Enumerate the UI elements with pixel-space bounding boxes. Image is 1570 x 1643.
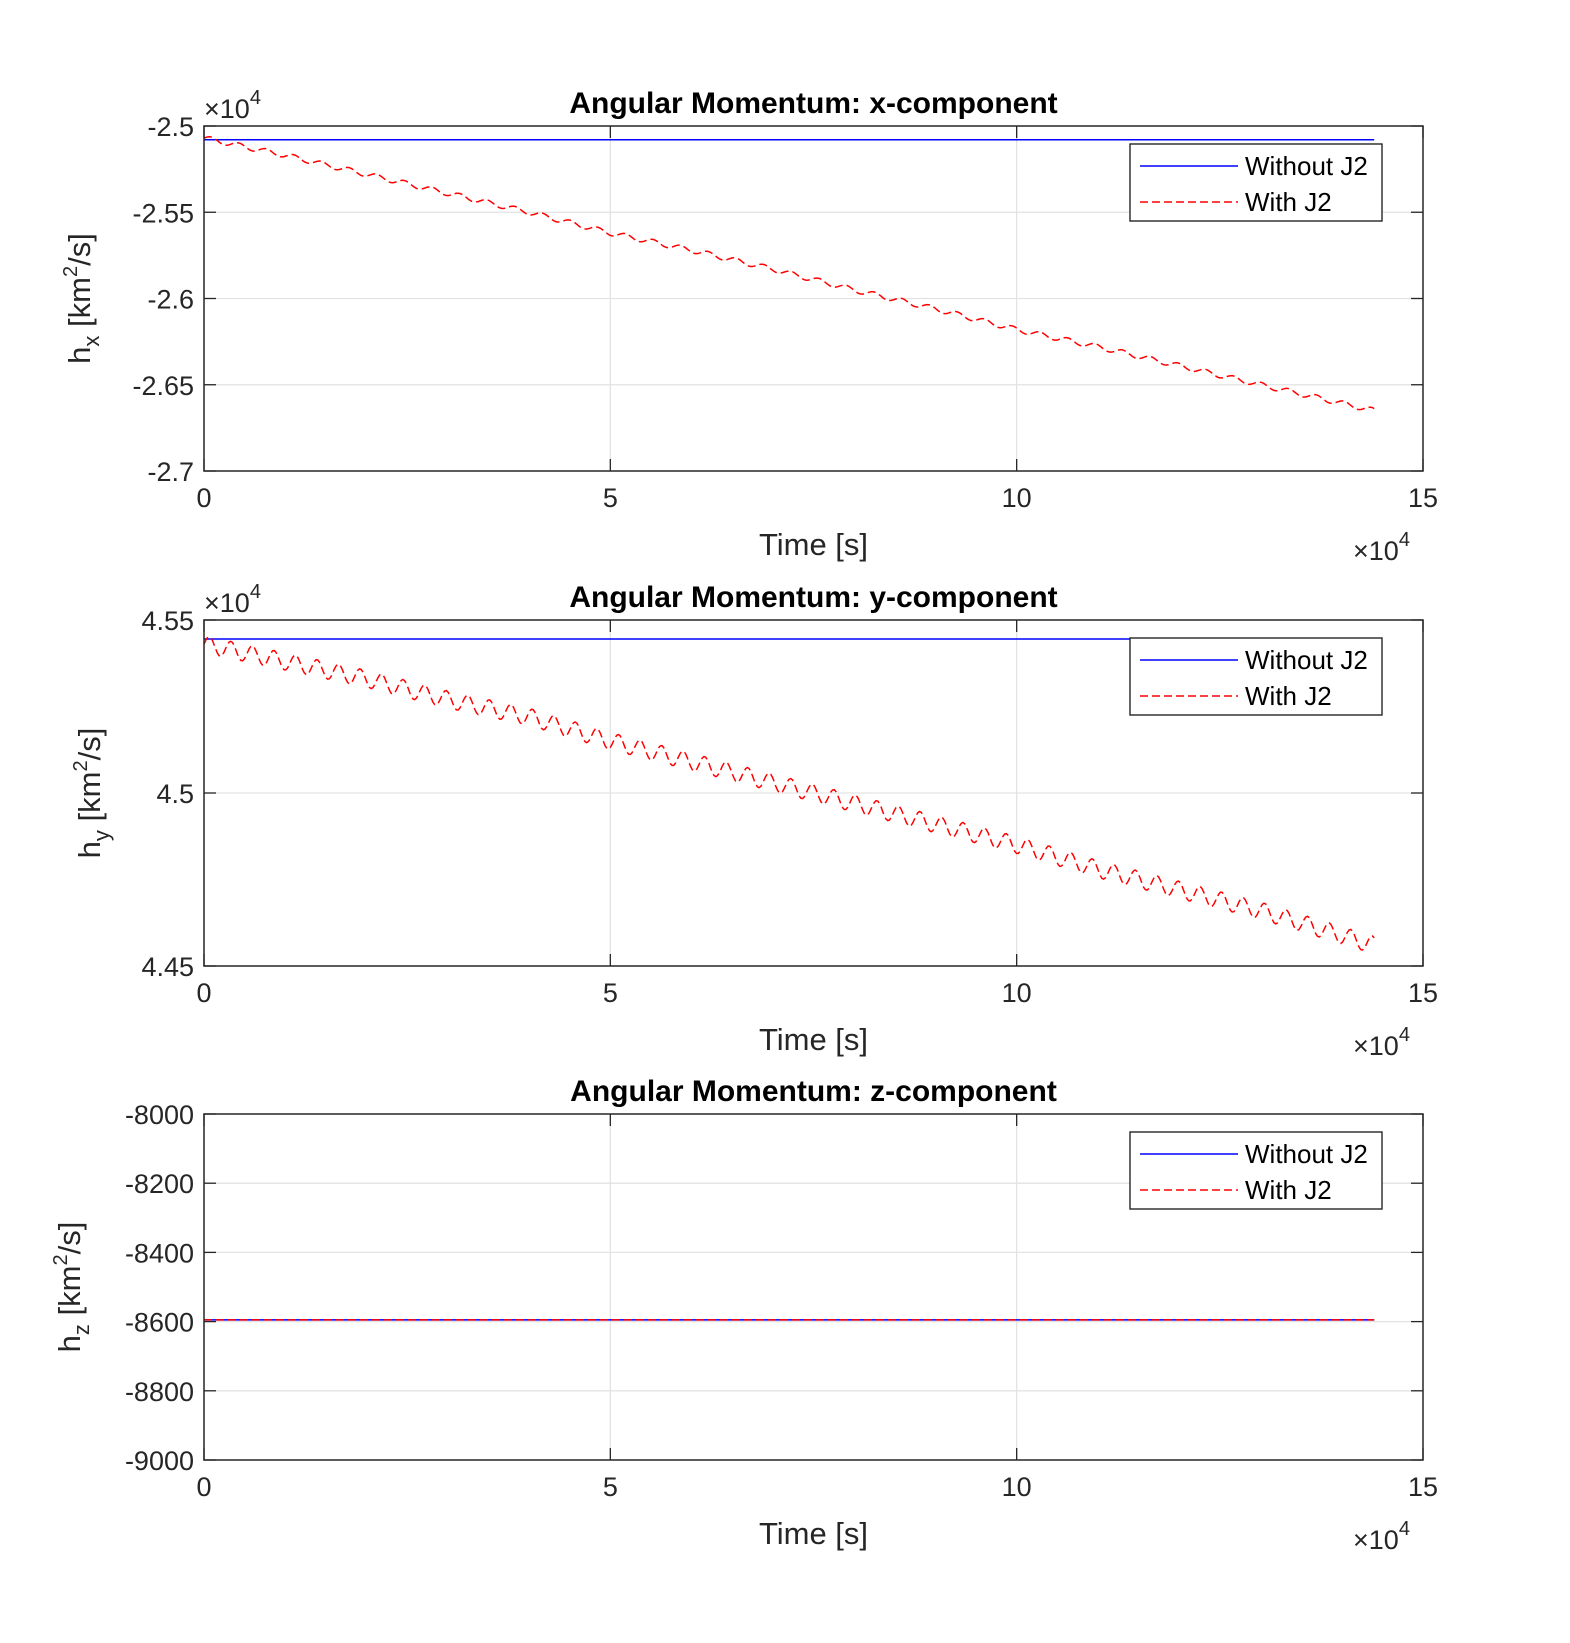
x-tick-label: 0 (196, 483, 211, 513)
y-tick-label: 4.5 (156, 779, 194, 809)
chart-title: Angular Momentum: x-component (569, 87, 1057, 120)
y-multiplier-base: ×10 (204, 588, 250, 618)
legend: Without J2 With J2 (1129, 143, 1383, 222)
x-axis-label: Time [s] (759, 1022, 868, 1057)
x-tick-label: 0 (196, 1472, 211, 1502)
x-multiplier-base: ×10 (1353, 1525, 1399, 1555)
y-tick-label: -9000 (125, 1446, 194, 1476)
y-axis-multiplier: ×104 (204, 87, 261, 124)
y-label-main: h (72, 841, 107, 858)
series-line-with-j2 (203, 635, 1375, 951)
y-tick-label: 4.55 (141, 606, 194, 636)
chart-panel-1: 0 5 10 15 -2.7 -2.65 -2.6 -2.55 -2.5 Angular Mome… (60, 87, 1438, 566)
y-label-unit-exponent: 2 (70, 760, 92, 771)
chart-title: Angular Momentum: y-component (569, 581, 1057, 614)
y-multiplier-exponent: 4 (250, 87, 261, 109)
y-tick-label: -2.6 (147, 285, 194, 315)
y-tick-label: -8600 (125, 1308, 194, 1338)
y-tick-label: -2.5 (147, 112, 194, 142)
legend-entry-label: Without J2 (1245, 645, 1368, 675)
legend-box (1129, 143, 1383, 222)
x-multiplier-exponent: 4 (1399, 1518, 1410, 1540)
chart-title: Angular Momentum: z-component (570, 1075, 1057, 1108)
y-axis-multiplier: ×104 (204, 581, 261, 618)
x-multiplier-base: ×10 (1353, 1031, 1399, 1061)
x-axis-multiplier: ×104 (1353, 529, 1410, 566)
legend-entry-label: With J2 (1245, 1175, 1332, 1205)
x-tick-label: 0 (196, 978, 211, 1008)
legend: Without J2 With J2 (1129, 1131, 1383, 1210)
y-label-unit-rest: /s] (62, 233, 97, 266)
legend-box (1129, 1131, 1383, 1210)
y-multiplier-base: ×10 (204, 94, 250, 124)
x-tick-label: 15 (1408, 483, 1438, 513)
x-tick-label: 5 (603, 978, 618, 1008)
x-axis-label: Time [s] (759, 527, 868, 562)
x-multiplier-exponent: 4 (1399, 1024, 1410, 1046)
legend-box (1129, 637, 1383, 716)
y-label-unit-exponent: 2 (60, 266, 82, 277)
y-tick-label: -8400 (125, 1238, 194, 1268)
y-axis-label: hz [km2/s] (50, 1222, 94, 1353)
legend-entry-label: With J2 (1245, 187, 1332, 217)
x-tick-label: 10 (1002, 483, 1032, 513)
chart-panel-3: 0 5 10 15 -9000 -8800 -8600 -8400 -8200 -8000 Angu… (50, 1075, 1438, 1555)
y-label-unit: [km (52, 1266, 87, 1325)
legend-entry-label: Without J2 (1245, 151, 1368, 181)
x-tick-label: 15 (1408, 978, 1438, 1008)
y-tick-label: -2.7 (147, 457, 194, 487)
y-label-unit-rest: /s] (72, 728, 107, 761)
legend-entry-label: Without J2 (1245, 1139, 1368, 1169)
series-line-with-j2 (203, 136, 1375, 411)
y-tick-label: -8000 (125, 1100, 194, 1130)
y-label-unit: [km (72, 772, 107, 831)
y-tick-label: -2.65 (132, 371, 194, 401)
axes-box (203, 1113, 1424, 1461)
x-multiplier-exponent: 4 (1399, 529, 1410, 551)
x-tick-label: 10 (1002, 1472, 1032, 1502)
chart-panel-2: 0 5 10 15 4.45 4.5 4.55 Angular Momentum: y-com… (70, 581, 1438, 1061)
x-tick-label: 5 (603, 1472, 618, 1502)
x-axis-label: Time [s] (759, 1516, 868, 1551)
y-label-subscript: x (79, 336, 104, 347)
y-tick-label: -8800 (125, 1377, 194, 1407)
x-tick-label: 5 (603, 483, 618, 513)
x-tick-label: 15 (1408, 1472, 1438, 1502)
y-label-main: h (62, 347, 97, 364)
y-axis-label: hy [km2/s] (70, 728, 114, 859)
y-tick-label: -2.55 (132, 198, 194, 228)
x-axis-multiplier: ×104 (1353, 1024, 1410, 1061)
y-tick-label: -8200 (125, 1169, 194, 1199)
legend-entry-label: With J2 (1245, 681, 1332, 711)
legend: Without J2 With J2 (1129, 637, 1383, 716)
y-label-main: h (52, 1335, 87, 1352)
y-tick-label: 4.45 (141, 952, 194, 982)
y-multiplier-exponent: 4 (250, 581, 261, 603)
y-label-subscript: z (69, 1324, 94, 1335)
y-label-unit-rest: /s] (52, 1222, 87, 1255)
y-axis-label: hx [km2/s] (60, 233, 104, 364)
x-multiplier-base: ×10 (1353, 536, 1399, 566)
y-label-unit: [km (62, 277, 97, 336)
y-label-unit-exponent: 2 (50, 1254, 72, 1265)
x-tick-label: 10 (1002, 978, 1032, 1008)
x-axis-multiplier: ×104 (1353, 1518, 1410, 1555)
y-label-subscript: y (89, 830, 114, 841)
